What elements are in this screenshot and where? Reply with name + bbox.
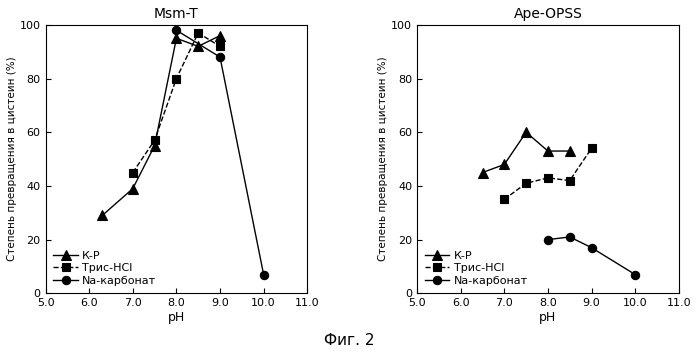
Text: Фиг. 2: Фиг. 2 <box>324 333 374 348</box>
Line: Na-карбонат: Na-карбонат <box>172 26 268 279</box>
Трис-HCl <box>587 146 595 150</box>
Y-axis label: Степень превращения в цистеин (%): Степень превращения в цистеин (%) <box>378 57 389 262</box>
Трис-HCl <box>194 31 202 35</box>
Na-карбонат <box>631 272 639 277</box>
К-Р <box>128 187 137 191</box>
Na-карбонат <box>565 235 574 239</box>
X-axis label: pH: pH <box>540 311 556 324</box>
Трис-HCl <box>500 197 509 201</box>
Трис-HCl <box>544 176 552 180</box>
Na-карбонат <box>544 238 552 242</box>
Line: К-Р: К-Р <box>98 31 225 220</box>
Title: Msm-T: Msm-T <box>154 7 199 21</box>
Трис-HCl <box>172 76 181 81</box>
Трис-HCl <box>128 170 137 175</box>
К-Р <box>150 144 158 148</box>
Na-карбонат <box>216 55 224 59</box>
К-Р <box>500 162 509 166</box>
К-Р <box>522 130 530 134</box>
Трис-HCl <box>150 138 158 143</box>
К-Р <box>565 149 574 153</box>
Трис-HCl <box>522 181 530 186</box>
Line: К-Р: К-Р <box>477 127 574 177</box>
К-Р <box>544 149 552 153</box>
Line: Трис-HCl: Трис-HCl <box>500 144 595 203</box>
К-Р <box>194 44 202 49</box>
Legend: К-Р, Трис-HCl, Na-карбонат: К-Р, Трис-HCl, Na-карбонат <box>51 249 158 288</box>
Legend: К-Р, Трис-HCl, Na-карбонат: К-Р, Трис-HCl, Na-карбонат <box>423 249 530 288</box>
Трис-HCl <box>216 44 224 49</box>
Na-карбонат <box>172 28 181 32</box>
X-axis label: pH: pH <box>168 311 185 324</box>
Line: Na-карбонат: Na-карбонат <box>544 233 639 279</box>
К-Р <box>172 36 181 40</box>
К-Р <box>478 170 487 175</box>
Трис-HCl <box>565 178 574 183</box>
Na-карбонат <box>260 272 268 277</box>
К-Р <box>98 213 107 218</box>
Line: Трис-HCl: Трис-HCl <box>128 29 224 177</box>
К-Р <box>216 33 224 38</box>
Y-axis label: Степень превращения в цистеин (%): Степень превращения в цистеин (%) <box>7 57 17 262</box>
Na-карбонат <box>587 246 595 250</box>
Title: Ape-OPSS: Ape-OPSS <box>514 7 582 21</box>
